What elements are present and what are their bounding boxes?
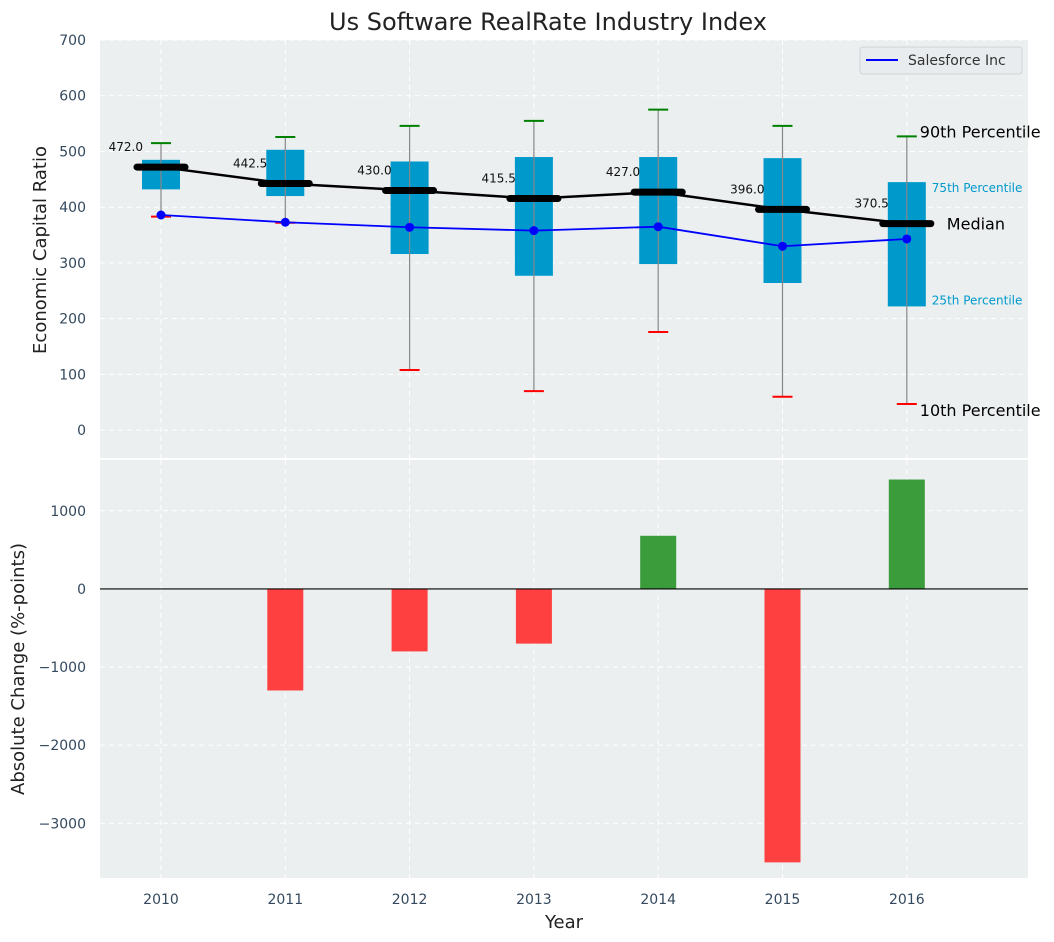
company-point xyxy=(529,226,539,236)
change-bar xyxy=(515,588,552,644)
y-tick-label: −1000 xyxy=(39,660,86,676)
x-tick-label: 2010 xyxy=(143,892,179,908)
y-tick-label: 600 xyxy=(59,89,86,105)
top-plot-area xyxy=(100,40,1028,458)
annotation-median: Median xyxy=(947,215,1005,234)
median-value-label: 427.0 xyxy=(606,165,640,179)
change-bar xyxy=(640,535,677,589)
x-axis-label: Year xyxy=(544,912,584,933)
y-tick-label: 0 xyxy=(77,582,86,598)
y-tick-label: 100 xyxy=(59,367,86,383)
change-bar xyxy=(391,588,428,652)
annotation-p75: 75th Percentile xyxy=(932,181,1023,195)
y-tick-label: 500 xyxy=(59,144,86,160)
median-value-label: 442.5 xyxy=(233,157,267,171)
change-bar xyxy=(888,479,925,589)
median-value-label: 396.0 xyxy=(730,182,764,196)
change-bar xyxy=(764,588,801,863)
legend: Salesforce Inc xyxy=(859,46,1023,75)
x-tick-label: 2014 xyxy=(640,892,676,908)
median-value-label: 370.5 xyxy=(854,197,888,211)
median-value-label: 415.5 xyxy=(482,172,516,186)
company-point xyxy=(902,234,912,244)
y-tick-label: −2000 xyxy=(39,738,86,754)
company-point xyxy=(653,222,663,232)
y-tick-label: 400 xyxy=(59,200,86,216)
annotation-p10: 10th Percentile xyxy=(920,401,1041,420)
x-tick-label: 2015 xyxy=(765,892,801,908)
y-tick-label: 1000 xyxy=(50,504,86,520)
bottom-plot-area xyxy=(100,460,1028,878)
company-point xyxy=(156,210,166,220)
legend-label: Salesforce Inc xyxy=(908,53,1006,69)
y-tick-label: 0 xyxy=(77,423,86,439)
company-point xyxy=(405,222,415,232)
median-value-label: 430.0 xyxy=(357,163,391,177)
chart-title: Us Software RealRate Industry Index xyxy=(329,8,767,36)
y-tick-label: −3000 xyxy=(39,816,86,832)
change-bar xyxy=(267,588,304,691)
annotation-p90: 90th Percentile xyxy=(920,122,1041,141)
company-point xyxy=(280,217,290,227)
x-tick-label: 2013 xyxy=(516,892,552,908)
x-tick-label: 2011 xyxy=(267,892,303,908)
annotation-p25: 25th Percentile xyxy=(932,293,1023,307)
top-y-axis-label: Economic Capital Ratio xyxy=(30,146,51,354)
y-tick-label: 700 xyxy=(59,33,86,49)
x-tick-label: 2012 xyxy=(392,892,428,908)
x-tick-label: 2016 xyxy=(889,892,925,908)
bottom-y-axis-label: Absolute Change (%-points) xyxy=(8,543,29,795)
median-value-label: 472.0 xyxy=(109,140,143,154)
y-tick-label: 300 xyxy=(59,256,86,272)
company-point xyxy=(778,241,787,251)
y-tick-label: 200 xyxy=(59,312,86,328)
